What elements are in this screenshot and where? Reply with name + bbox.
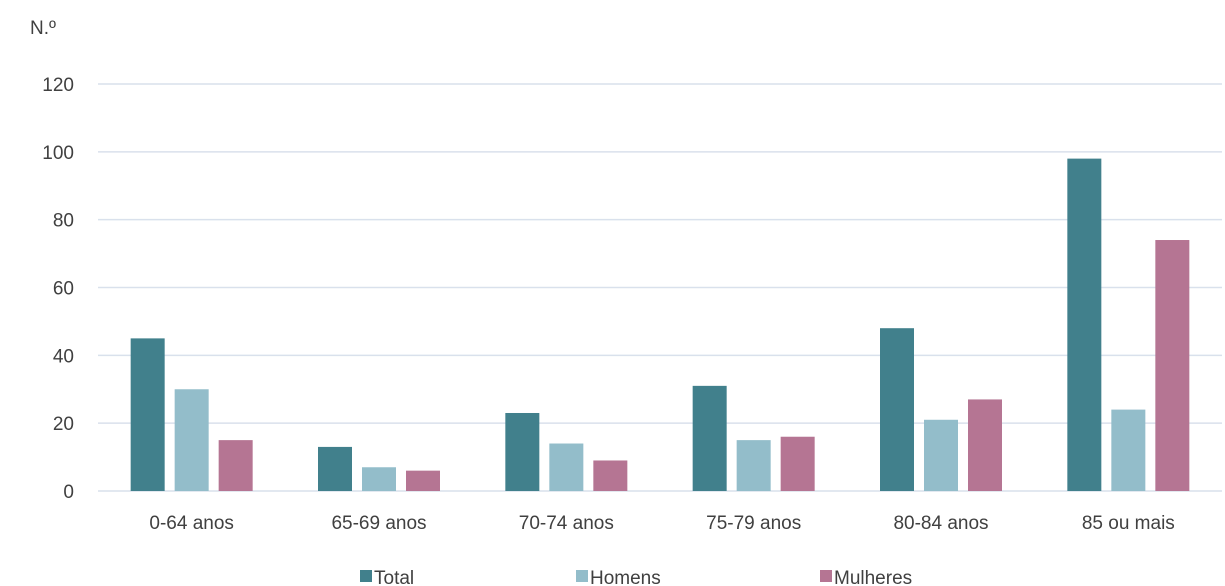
x-tick-label: 70-74 anos <box>519 513 614 534</box>
legend-swatch-mulheres <box>820 570 832 582</box>
legend-label-mulheres: Mulheres <box>834 568 912 586</box>
x-tick-label: 80-84 anos <box>893 513 988 534</box>
bar-homens <box>736 440 771 491</box>
bar-mulheres <box>1155 240 1190 491</box>
y-tick-label: 60 <box>53 279 74 300</box>
legend-swatch-total <box>360 570 372 582</box>
bar-total <box>318 446 352 491</box>
bar-total <box>505 412 540 491</box>
y-tick-label: 20 <box>53 414 74 435</box>
y-tick-label: 120 <box>42 75 74 96</box>
x-tick-label: 65-69 anos <box>331 513 426 534</box>
bar-mulheres <box>780 436 815 491</box>
bar-total <box>130 338 165 491</box>
x-axis-tick-labels: 0-64 anos 65-69 anos 70-74 anos 75-79 anos 8… <box>149 513 1174 534</box>
bar-homens <box>362 467 396 491</box>
bar-total <box>692 385 727 491</box>
y-tick-label: 0 <box>63 482 74 503</box>
x-tick-label: 0-64 anos <box>149 513 234 534</box>
y-axis-tick-labels: 0 20 40 60 80 100 120 <box>42 75 74 503</box>
legend-label-homens: Homens <box>590 568 661 586</box>
legend-swatch-homens <box>576 570 588 582</box>
bar-total <box>880 328 914 491</box>
bar-homens <box>549 443 584 491</box>
bar-homens <box>174 389 209 491</box>
y-axis-unit-label: N.º <box>30 18 56 39</box>
bar-homens <box>924 419 958 491</box>
gridlines <box>98 83 1222 492</box>
bar-mulheres <box>218 440 253 491</box>
bar-mulheres <box>593 460 628 491</box>
bar-total <box>1067 158 1102 491</box>
bar-homens <box>1111 409 1146 491</box>
y-tick-label: 40 <box>53 346 74 367</box>
bar-mulheres <box>406 470 440 491</box>
legend-label-total: Total <box>374 568 414 586</box>
bar-mulheres <box>968 399 1002 491</box>
x-tick-label: 75-79 anos <box>706 513 801 534</box>
legend: Total Homens Mulheres <box>360 568 912 586</box>
x-tick-label: 85 ou mais <box>1082 513 1175 534</box>
bar-series <box>130 158 1190 491</box>
y-tick-label: 80 <box>53 211 74 232</box>
y-tick-label: 100 <box>42 143 74 164</box>
